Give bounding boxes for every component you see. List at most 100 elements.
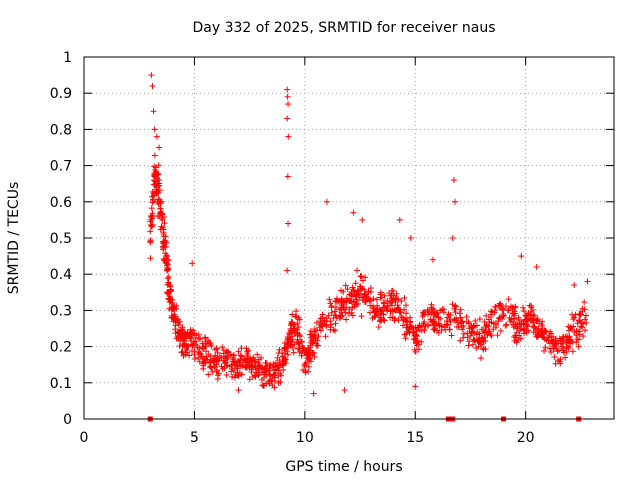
data-point: [387, 307, 394, 314]
data-point: [239, 363, 246, 370]
data-point: [391, 315, 398, 322]
data-point: [285, 101, 292, 108]
data-point: [284, 267, 291, 274]
data-point: [563, 348, 570, 355]
data-point: [470, 330, 477, 337]
data-point: [548, 330, 555, 337]
data-point: [260, 374, 267, 381]
data-point: [473, 331, 480, 338]
data-point: [491, 309, 498, 316]
data-point: [378, 308, 385, 315]
data-point: [345, 310, 352, 317]
data-point: [192, 341, 199, 348]
data-point: [441, 324, 448, 331]
data-point: [297, 333, 304, 340]
data-point: [336, 306, 343, 313]
data-point: [517, 335, 524, 342]
data-point: [516, 320, 523, 327]
data-point: [214, 367, 221, 374]
data-point: [483, 328, 490, 335]
data-point: [446, 326, 453, 333]
data-point: [523, 321, 530, 328]
y-axis-label: SRMTID / TECUs: [6, 182, 22, 295]
data-point: [403, 330, 410, 337]
data-point: [328, 304, 335, 311]
data-point: [196, 358, 203, 365]
data-point: [310, 390, 317, 397]
data-point: [303, 359, 310, 366]
data-point: [161, 214, 168, 221]
data-point: [327, 326, 334, 333]
data-point: [407, 235, 414, 241]
data-point: [157, 205, 164, 212]
data-point: [560, 334, 567, 341]
data-point: [533, 333, 540, 340]
data-point: [228, 368, 235, 375]
data-point: [430, 326, 437, 333]
data-point: [465, 342, 472, 349]
data-point: [160, 255, 167, 262]
data-point: [162, 237, 169, 244]
data-point: [560, 347, 567, 354]
data-point: [147, 238, 154, 245]
data-point: [237, 362, 244, 369]
data-point: [480, 345, 487, 352]
data-point: [403, 324, 410, 331]
data-point: [165, 265, 172, 272]
data-point: [424, 307, 431, 314]
data-point: [350, 287, 357, 294]
data-point: [213, 345, 220, 352]
data-point: [357, 290, 364, 297]
data-point: [541, 347, 548, 354]
data-point: [170, 304, 177, 311]
data-point: [165, 279, 172, 286]
data-point: [459, 318, 466, 325]
data-point: [377, 289, 384, 296]
data-point: [172, 317, 179, 324]
data-point: [348, 298, 355, 305]
data-point: [229, 373, 236, 380]
data-point: [435, 320, 442, 327]
data-point: [160, 233, 167, 240]
data-point: [183, 347, 190, 354]
data-point: [437, 315, 444, 322]
data-point: [165, 257, 172, 264]
data-point: [237, 357, 244, 364]
data-point: [571, 282, 578, 289]
data-point: [349, 304, 356, 311]
data-point: [249, 374, 256, 381]
data-point: [474, 338, 481, 345]
data-point: [172, 322, 179, 329]
data-point: [267, 361, 274, 368]
data-point: [251, 357, 258, 364]
data-point: [564, 343, 571, 350]
data-point: [195, 331, 202, 338]
data-point: [552, 337, 559, 344]
data-point: [478, 355, 485, 362]
data-point: [495, 318, 502, 325]
data-point: [205, 371, 212, 378]
data-point: [195, 354, 202, 361]
data-point: [448, 332, 455, 339]
data-point: [290, 349, 297, 356]
data-point: [497, 327, 504, 334]
data-point: [162, 243, 169, 250]
data-point: [311, 328, 318, 335]
data-point: [457, 337, 464, 344]
data-point: [579, 308, 586, 315]
data-point: [463, 313, 470, 320]
data-point: [518, 253, 525, 260]
data-point: [214, 356, 221, 363]
data-point: [222, 357, 229, 364]
data-point: [203, 353, 210, 360]
data-point: [516, 332, 523, 339]
data-point: [560, 338, 567, 345]
data-point: [438, 323, 445, 330]
data-point: [359, 285, 366, 292]
data-point: [288, 328, 295, 335]
data-point: [263, 380, 270, 387]
data-point: [321, 317, 328, 324]
data-point: [352, 280, 359, 287]
data-point: [288, 341, 295, 348]
